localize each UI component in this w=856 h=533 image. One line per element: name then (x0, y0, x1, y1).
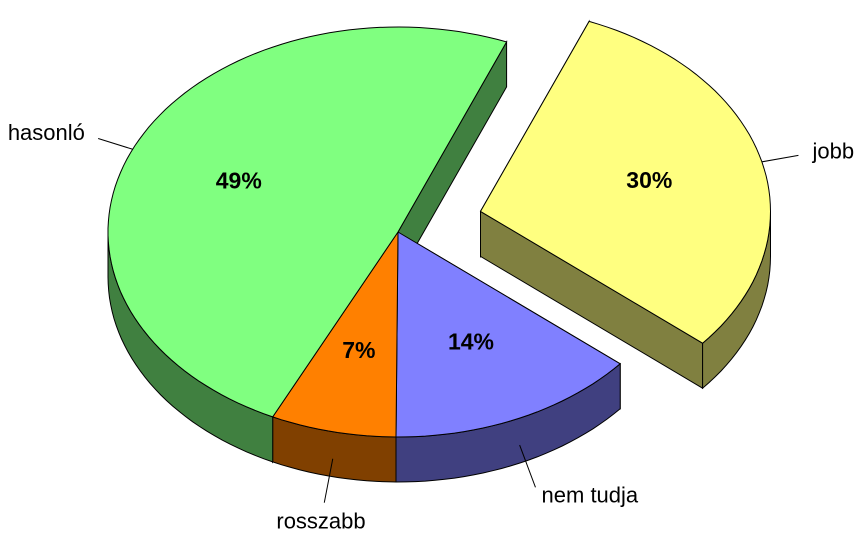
leader-line (98, 138, 133, 150)
value-label: 7% (342, 337, 375, 363)
value-label: 30% (626, 167, 672, 193)
slice (395, 231, 622, 438)
category-label: nem tudja (542, 482, 639, 507)
leader-line (519, 444, 536, 488)
leader-line (761, 154, 799, 163)
slice (271, 230, 399, 438)
value-label: 49% (216, 167, 262, 193)
category-label: rosszabb (276, 509, 365, 533)
leader-line (323, 458, 334, 503)
category-label: hasonló (8, 120, 85, 145)
category-label: jobb (812, 139, 855, 164)
slice (107, 26, 508, 418)
value-label: 14% (448, 329, 494, 355)
